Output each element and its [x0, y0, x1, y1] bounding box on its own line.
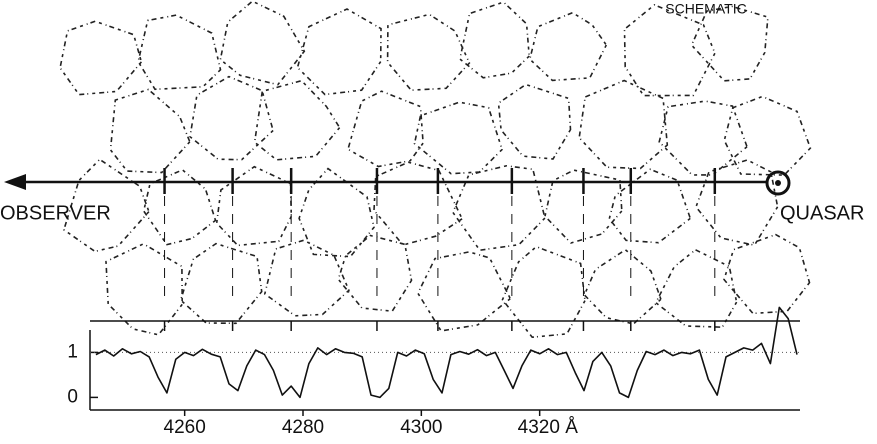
web-filament: [337, 234, 413, 313]
observer-label: OBSERVER: [0, 202, 111, 224]
web-filament: [695, 159, 779, 247]
web-filament: [451, 164, 546, 252]
web-filament: [654, 248, 738, 329]
x-tick-label: 4300: [400, 417, 442, 438]
web-filament: [373, 161, 464, 246]
web-filament: [263, 239, 350, 317]
web-filament: [723, 233, 811, 315]
cosmic-web-schematic: [59, 0, 812, 339]
schematic-label: SCHEMATIC: [665, 1, 746, 17]
web-filament: [215, 165, 293, 247]
arrow-head: [4, 174, 26, 190]
x-tick-label: 4280: [282, 417, 324, 438]
web-filament: [142, 168, 217, 246]
web-filament: [723, 95, 812, 176]
quasar-label: QUASAR: [780, 202, 864, 224]
web-filament: [459, 1, 531, 79]
web-filament: [528, 11, 608, 82]
web-filament: [347, 90, 424, 168]
x-tick-label: 4260: [164, 417, 206, 438]
web-filament: [583, 248, 662, 325]
web-filament: [501, 245, 586, 339]
web-filament: [608, 168, 692, 244]
quasar-dot: [775, 180, 781, 186]
web-filament: [416, 251, 512, 332]
spectrum-line: [95, 306, 798, 399]
web-filament: [105, 242, 184, 336]
web-filament: [413, 101, 504, 175]
web-filament: [690, 5, 769, 82]
web-filament: [219, 0, 306, 86]
web-filament: [578, 79, 669, 170]
web-filament: [179, 242, 263, 325]
web-filament: [62, 158, 150, 253]
web-filament: [137, 14, 222, 91]
web-filament: [386, 13, 471, 92]
web-filament: [298, 167, 375, 258]
web-filament: [658, 100, 748, 176]
web-filament: [189, 75, 275, 161]
quasar-symbol: [765, 170, 791, 196]
web-filament: [497, 83, 572, 160]
web-filament: [59, 20, 143, 96]
y-tick-label: 0: [67, 386, 78, 407]
web-filament: [253, 79, 341, 161]
y-tick-label: 1: [67, 341, 78, 362]
web-filament: [296, 8, 382, 96]
x-tick-label: 4320 Å: [518, 417, 579, 438]
web-filament: [544, 169, 623, 244]
web-filament: [109, 88, 191, 174]
web-filament: [623, 3, 716, 97]
